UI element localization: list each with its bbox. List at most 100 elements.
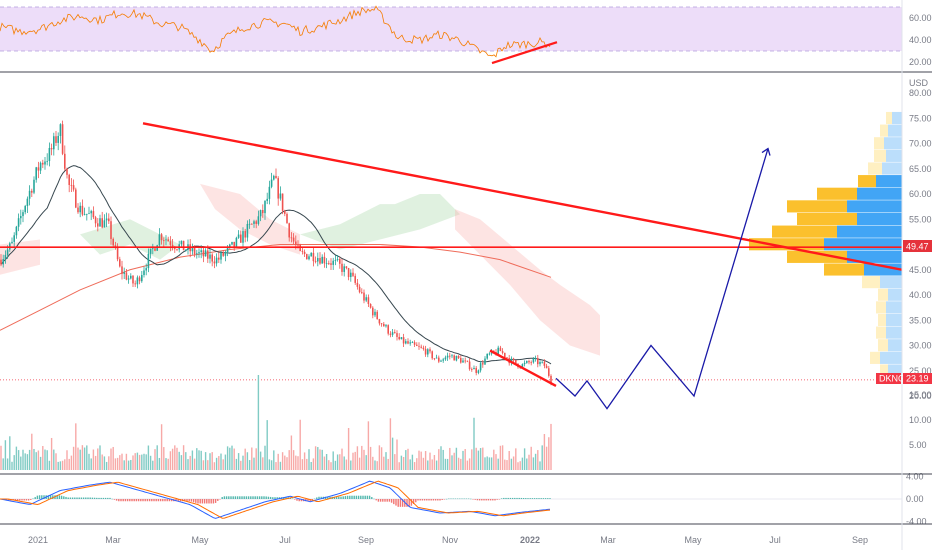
macd-histogram-bar — [49, 495, 52, 499]
macd-histogram-bar — [313, 498, 316, 500]
candle-body — [506, 357, 508, 359]
volume-profile-bar-up — [847, 200, 902, 213]
candle-body — [365, 297, 367, 301]
volume-bar — [174, 445, 176, 470]
candle-body — [411, 342, 414, 344]
macd-histogram-bar — [549, 498, 551, 499]
candle-body — [497, 347, 499, 355]
volume-bar — [374, 460, 376, 470]
candle-body — [158, 234, 161, 246]
macd-histogram-bar — [102, 497, 105, 499]
macd-histogram-bar — [82, 497, 85, 499]
macd-histogram-bar — [267, 496, 270, 499]
candle-body — [501, 351, 504, 353]
candle-body — [70, 184, 73, 186]
time-axis[interactable]: 2021 Mar May Jul Sep Nov 2022 Mar May Jul Sep — [28, 535, 868, 545]
candle-body — [504, 352, 506, 358]
macd-histogram-bar — [197, 499, 199, 504]
candle-body — [44, 161, 46, 165]
candle-body — [352, 272, 354, 276]
macd-histogram-bar — [135, 499, 138, 502]
volume-bar — [185, 452, 187, 470]
candle-body — [460, 358, 462, 363]
candle-body — [92, 211, 95, 218]
volume-bar — [457, 457, 460, 470]
volume-tick-label: 5.00 — [909, 440, 927, 450]
candle-body — [213, 261, 216, 264]
macd-histogram-bar — [410, 499, 413, 506]
candle-body — [108, 218, 110, 222]
candle-body — [143, 270, 145, 276]
volume-bar — [281, 452, 284, 470]
candle-body — [171, 244, 174, 248]
rsi-tick-label: 60.00 — [909, 13, 932, 23]
price-tick-label: 65.00 — [909, 164, 932, 174]
volume-bar — [446, 458, 449, 470]
volume-bar — [55, 453, 57, 470]
candle-body — [48, 147, 51, 161]
macd-histogram-bar — [87, 497, 89, 499]
macd-histogram-bar — [276, 497, 278, 499]
candle-body — [515, 360, 517, 364]
volume-bar — [350, 460, 352, 470]
macd-histogram-bar — [67, 497, 69, 499]
macd-histogram-bar — [379, 499, 382, 502]
candle-body — [55, 136, 57, 143]
volume-bar — [310, 461, 312, 470]
volume-bar — [424, 451, 427, 470]
candle-body — [451, 355, 453, 357]
volume-bar — [367, 421, 370, 470]
volume-bar — [325, 454, 328, 470]
candle-body — [262, 210, 264, 214]
volume-bar — [215, 457, 218, 470]
lower-trendline[interactable] — [489, 349, 557, 387]
volume-bar — [508, 451, 510, 470]
volume-bar — [413, 462, 416, 470]
macd-histogram-bar — [333, 496, 336, 499]
volume-bar — [134, 453, 136, 470]
volume-bar — [482, 447, 484, 470]
volume-bar — [279, 461, 282, 470]
candle-body — [136, 277, 139, 285]
candle-body — [121, 266, 123, 274]
macd-histogram-bar — [241, 496, 243, 499]
volume-bar — [537, 450, 539, 470]
volume-bar — [15, 446, 18, 470]
volume-bar — [77, 447, 79, 470]
volume-bar — [224, 454, 227, 470]
volume-bar — [449, 447, 451, 470]
rsi-divergence-line[interactable] — [491, 41, 558, 65]
macd-histogram-bar — [351, 495, 353, 499]
volume-bar — [244, 448, 246, 470]
macd-histogram-bar — [450, 498, 452, 500]
volume-bar — [334, 460, 337, 470]
candle-body — [169, 241, 172, 245]
volume-bar — [365, 455, 367, 470]
candle-body — [77, 207, 79, 213]
candle-body — [402, 337, 405, 344]
volume-bar — [292, 450, 295, 470]
macd-histogram-bar — [478, 499, 481, 501]
upper-trendline[interactable] — [142, 122, 903, 271]
projection-path[interactable] — [555, 148, 769, 410]
candle-body — [530, 362, 532, 364]
candle-body — [323, 256, 326, 264]
volume-bar — [532, 457, 535, 470]
candle-body — [534, 358, 537, 359]
volume-bar — [383, 456, 385, 470]
volume-bar — [387, 458, 389, 470]
volume-bar — [79, 449, 81, 470]
volume-bar — [248, 460, 251, 470]
macd-histogram-bar — [500, 498, 503, 499]
volume-bar — [336, 454, 339, 470]
candle-body — [123, 272, 125, 274]
volume-bar — [504, 459, 506, 470]
macd-histogram-bar — [221, 497, 223, 499]
candle-body — [163, 240, 165, 242]
volume-bar — [61, 460, 64, 470]
volume-bar — [26, 454, 29, 470]
candle-body — [0, 259, 2, 265]
macd-histogram-bar — [311, 499, 314, 500]
volume-tick-label: 15.00 — [909, 390, 932, 400]
macd-histogram-bar — [397, 499, 399, 507]
